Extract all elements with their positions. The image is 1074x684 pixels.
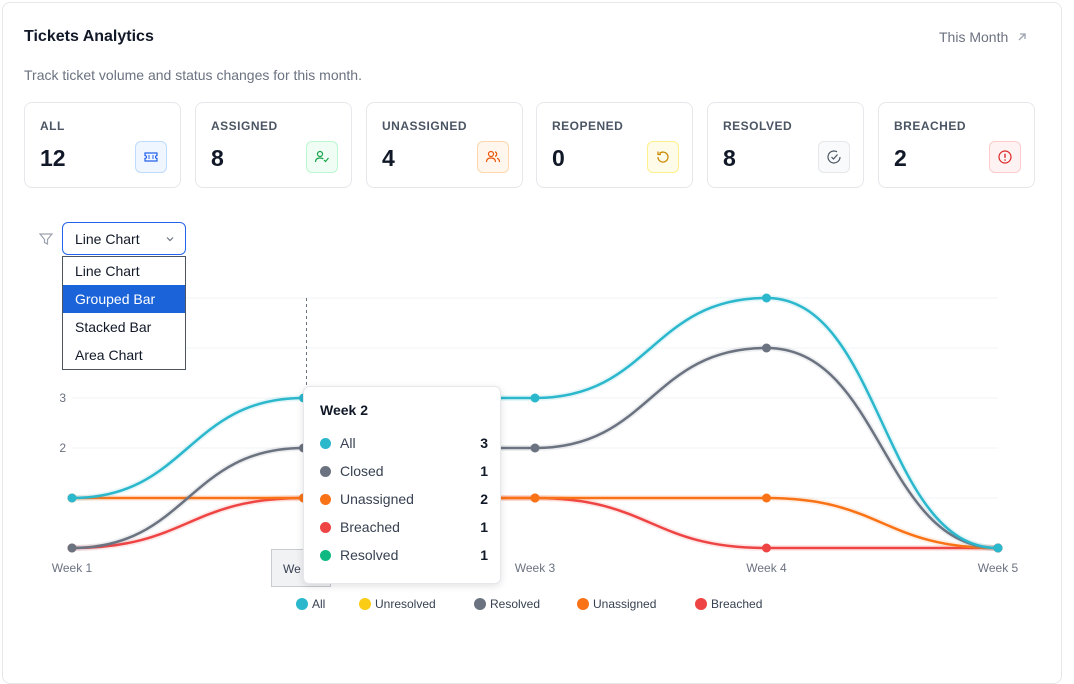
tooltip-row-name: Breached (340, 519, 400, 535)
tooltip-row-name: Closed (340, 463, 384, 479)
legend-dot (296, 598, 308, 610)
stat-card-all[interactable]: ALL 12 (24, 102, 181, 188)
series-dot (320, 494, 331, 505)
tooltip-row-name: All (340, 435, 356, 451)
legend-item-breached[interactable]: Breached (695, 597, 762, 611)
legend-label: Breached (711, 597, 763, 611)
stat-label: BREACHED (894, 119, 967, 133)
legend-item-unresolved[interactable]: Unresolved (359, 597, 436, 611)
menu-item-line-chart[interactable]: Line Chart (75, 263, 140, 279)
series-dot (320, 466, 331, 477)
stat-value: 2 (894, 145, 907, 171)
data-point-unassigned (762, 493, 771, 503)
data-point-breached (762, 543, 771, 553)
stat-label: REOPENED (552, 119, 624, 133)
period-link[interactable]: This Month (939, 29, 1028, 45)
rotate-icon (647, 141, 679, 173)
arrow-up-right-icon (1018, 33, 1026, 41)
y-tick-label: 2 (59, 441, 66, 455)
stat-value: 8 (723, 145, 736, 171)
stat-value: 12 (40, 145, 66, 171)
tooltip-row-value: 1 (480, 519, 488, 535)
y-tick-label: 3 (59, 391, 66, 405)
chart-type-menu: Line Chart Grouped Bar Stacked Bar Area … (62, 256, 186, 370)
stat-label: UNASSIGNED (382, 119, 468, 133)
tooltip-row: All 3 (320, 434, 488, 454)
stat-value: 0 (552, 145, 565, 171)
stat-card-breached[interactable]: BREACHED 2 (878, 102, 1035, 188)
period-label: This Month (939, 29, 1009, 45)
ticket-icon (135, 141, 167, 173)
page-title: Tickets Analytics (24, 28, 154, 45)
series-dot (320, 550, 331, 561)
line-chart: 2 3 Week 1 Week 2 Week 3 Week 4 Week 5 (52, 293, 1019, 575)
data-point-all (67, 493, 77, 503)
data-point-resolved (67, 543, 77, 553)
filter-icon[interactable] (38, 231, 54, 247)
data-point-all (993, 543, 1003, 553)
chart-tooltip: Week 2 All 3 Closed 1 Unassigned 2 Breac… (303, 386, 501, 584)
legend-dot (577, 598, 589, 610)
legend-dot (695, 598, 707, 610)
users-icon (477, 141, 509, 173)
series-line-breached (71, 496, 998, 550)
stat-value: 8 (211, 145, 224, 171)
series-shadow-unassigned (72, 495, 999, 551)
tooltip-row-value: 3 (480, 435, 488, 451)
legend-label: All (312, 597, 326, 611)
data-point-all (530, 393, 540, 403)
tooltip-row: Closed 1 (320, 462, 488, 482)
x-tick-label: Week 1 (52, 561, 93, 575)
alert-circle-icon (989, 141, 1021, 173)
tooltip-row-value: 1 (480, 463, 488, 479)
check-circle-icon (818, 141, 850, 173)
tooltip-row-value: 1 (480, 547, 488, 563)
x-tick-label: Week 3 (515, 561, 556, 575)
stat-card-unassigned[interactable]: UNASSIGNED 4 (366, 102, 523, 188)
tooltip-row: Unassigned 2 (320, 490, 488, 510)
menu-item-grouped-bar[interactable]: Grouped Bar (63, 285, 185, 313)
data-point-resolved (530, 443, 540, 453)
legend-label: Resolved (490, 597, 541, 611)
data-point-unassigned (530, 493, 540, 503)
user-check-icon (306, 141, 338, 173)
series-line-unassigned (72, 496, 999, 550)
legend-label: Unresolved (375, 597, 436, 611)
data-point-all (762, 293, 771, 303)
menu-item-stacked-bar[interactable]: Stacked Bar (75, 319, 152, 335)
tooltip-row-name: Unassigned (340, 491, 414, 507)
stat-value: 4 (382, 145, 395, 171)
series-line-resolved (71, 346, 999, 550)
stat-label: ASSIGNED (211, 119, 278, 133)
legend-item-unassigned[interactable]: Unassigned (577, 597, 656, 611)
tooltip-row: Breached 1 (320, 518, 488, 538)
x-tick-label: Week 4 (746, 561, 787, 575)
series-shadow-breached (71, 495, 998, 552)
legend-item-resolved[interactable]: Resolved (474, 597, 540, 611)
stat-card-resolved[interactable]: RESOLVED 8 (707, 102, 864, 188)
menu-item-area-chart[interactable]: Area Chart (75, 347, 143, 363)
tooltip-row: Resolved 1 (320, 546, 488, 566)
legend-dot (474, 598, 486, 610)
chart-type-selected: Line Chart (75, 230, 140, 247)
series-line-all (71, 296, 999, 550)
legend-label: Unassigned (593, 597, 657, 611)
series-dot (320, 438, 331, 449)
chevron-down-icon (166, 237, 174, 242)
stat-card-reopened[interactable]: REOPENED 0 (536, 102, 693, 188)
x-tick-label: Week 5 (978, 561, 1019, 575)
tooltip-row-name: Resolved (340, 547, 399, 563)
tooltip-title: Week 2 (320, 402, 368, 418)
legend-dot (359, 598, 371, 610)
legend-item-all[interactable]: All (296, 597, 325, 611)
page-subtitle: Track ticket volume and status changes f… (24, 67, 362, 83)
chart-type-select[interactable]: Line Chart (62, 222, 186, 255)
tooltip-row-value: 2 (480, 491, 488, 507)
stat-label: RESOLVED (723, 119, 793, 133)
data-point-resolved (762, 343, 771, 353)
stat-label: ALL (40, 119, 65, 133)
chart-legend: All Unresolved Resolved Unassigned Breac… (0, 597, 1074, 613)
series-dot (320, 522, 331, 533)
stat-card-assigned[interactable]: ASSIGNED 8 (195, 102, 352, 188)
